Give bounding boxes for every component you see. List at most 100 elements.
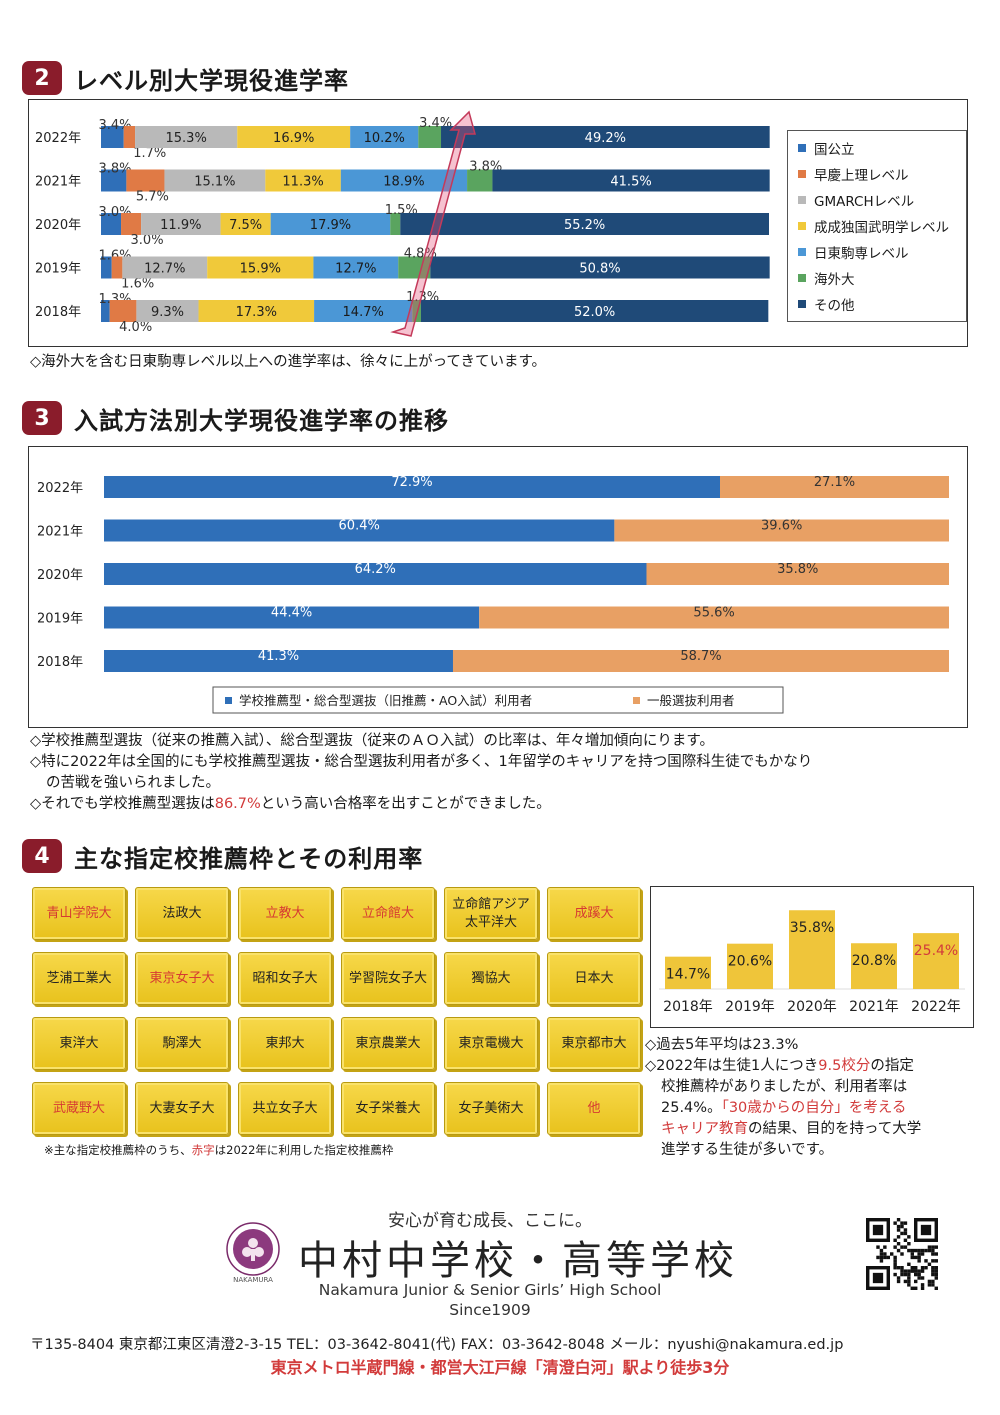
section-title: 主な指定校推薦枠とその利用率 (74, 844, 424, 873)
summary-line: ◇過去5年平均は23.3% (645, 1037, 799, 1053)
bar-value-label: 49.2% (585, 131, 626, 146)
summary-highlight: 9.5校分 (818, 1058, 871, 1074)
school-tile: 昭和女子大 (238, 952, 332, 1005)
method-stacked-bar-chart: 2022年 72.9% 27.1% 2021年 60.4% 39.6% 2020年 64.2%… (37, 475, 949, 714)
summary-text: の指定 (870, 1058, 914, 1074)
school-tile: 他 (547, 1082, 641, 1135)
bar-segment (141, 213, 221, 235)
year-label: 2022年 (37, 481, 83, 496)
year-label: 2019年 (35, 262, 81, 277)
bar-segment (111, 256, 123, 279)
section-number: 2 (22, 61, 62, 95)
bar-value-label: 12.7% (144, 262, 185, 277)
level-chart-frame: 2022年 3.4% 1.7% 15.3% 16.9% 10.2% 3.4% 49.2% 202… (28, 99, 968, 347)
school-name: 中村中学校・高等学校 (298, 1238, 738, 1284)
school-tile: 立教大 (238, 887, 332, 940)
school-tile: 共立女子大 (238, 1082, 332, 1135)
school-tile: 日本大 (547, 952, 641, 1005)
bar-segment (720, 476, 949, 498)
bar-value-label: 12.7% (335, 262, 376, 277)
summary-line: 25.4%。「30歳からの自分」を考える (645, 1098, 985, 1119)
legend-label: 成成独国武明学レベル (814, 220, 949, 236)
legend-item: 早慶上理レベル (798, 161, 966, 187)
legend-item: その他 (798, 291, 966, 317)
bar-value-label: 1.6% (121, 277, 154, 292)
logo-text: NAKAMURA (233, 1276, 273, 1284)
school-tile: 東京農業大 (341, 1017, 435, 1070)
bar-segment (122, 256, 208, 279)
section-3-header: 3 入試方法別大学現役進学率の推移 (22, 400, 449, 436)
usage-rate-chart-frame: 14.7% 2018年 20.6% 2019年 35.8% 2020年 20.8% 2021年… (650, 886, 974, 1028)
school-tile: 女子美術大 (444, 1082, 538, 1135)
bar-value-label: 55.6% (693, 606, 734, 621)
bar-value-label: 4.0% (119, 320, 152, 335)
school-tile: 武蔵野大 (32, 1082, 126, 1135)
school-logo: NAKAMURA (220, 1219, 286, 1285)
year-label: 2019年 (37, 612, 83, 627)
bar-value-label: 58.7% (680, 649, 721, 664)
bar-segment (104, 476, 721, 498)
note-text: ◇それでも学校推薦型選抜は (30, 796, 215, 812)
section-2-note: ◇海外大を含む日東駒専レベル以上への進学率は、徐々に上がってきています。 (30, 354, 547, 370)
bar-segment (126, 169, 165, 192)
section-title: レベル別大学現役進学率 (74, 66, 349, 95)
bar-value-label: 64.2% (355, 562, 396, 577)
legend-item: 成成独国武明学レベル (798, 213, 966, 239)
note-text: という高い合格率を出すことができました。 (260, 796, 551, 812)
bar-value-label: 50.8% (579, 262, 620, 277)
bar-value-label: 17.3% (236, 305, 277, 320)
school-tile: 東京女子大 (135, 952, 229, 1005)
year-label: 2020年 (787, 999, 837, 1015)
year-label: 2022年 (35, 131, 81, 146)
summary-line: キャリア教育の結果、目的を持って大学 (645, 1119, 985, 1140)
footnote-text: は2022年に利用した指定校推薦枠 (214, 1143, 394, 1157)
bar-segment (452, 650, 949, 672)
legend-item: 海外大 (798, 265, 966, 291)
bar-segment (109, 300, 137, 322)
bar-segment (420, 300, 769, 322)
bar-value-label: 44.4% (271, 606, 312, 621)
qr-code-icon (866, 1218, 938, 1290)
legend-label: GMARCHレベル (814, 194, 915, 210)
section-number: 4 (22, 839, 62, 873)
school-tile: 立命館大 (341, 887, 435, 940)
bar-segment (441, 126, 770, 148)
legend-label: 一般選抜利用者 (647, 693, 735, 708)
school-english-name: Nakamura Junior & Senior Girls’ High Sch… (318, 1281, 662, 1299)
school-tile: 女子栄養大 (341, 1082, 435, 1135)
legend-label: 学校推薦型・総合型選抜（旧推薦・AO入試）利用者 (239, 693, 532, 708)
tagline: 安心が育む成長、ここに。 (388, 1211, 592, 1231)
method-chart-legend: 学校推薦型・総合型選抜（旧推薦・AO入試）利用者 一般選抜利用者 (212, 686, 784, 714)
level-chart-legend: 国公立 早慶上理レベル GMARCHレベル 成成独国武明学レベル 日東駒専レベル 海外大そ… (787, 130, 967, 322)
bar-segment (614, 519, 949, 542)
bar-value-label: 16.9% (273, 131, 314, 146)
bar-value-label: 10.2% (364, 131, 405, 146)
bar-segment (270, 213, 391, 235)
bar-value-label: 27.1% (814, 475, 855, 490)
qr-code[interactable] (866, 1218, 938, 1290)
bar-segment (104, 563, 647, 585)
summary-text: の結果、目的を持って大学 (748, 1121, 922, 1137)
school-tile: 立命館アジア太平洋大 (444, 887, 538, 940)
bar-value-label: 15.3% (166, 131, 207, 146)
summary-line: 校推薦枠がありましたが、利用者率は (661, 1079, 908, 1095)
school-tile: 学習院女子大 (341, 952, 435, 1005)
bar-segment (104, 606, 480, 629)
bar-segment (646, 563, 949, 585)
usage-summary: ◇過去5年平均は23.3% ◇2022年は生徒1人につき9.5校分の指定 校推薦… (645, 1035, 985, 1161)
bar-value-label: 11.3% (282, 175, 323, 190)
bar-segment (479, 606, 949, 629)
legend-swatch (798, 274, 806, 282)
pass-rate-value: 86.7% (214, 796, 261, 812)
bar-segment (123, 126, 136, 148)
summary-highlight: キャリア教育 (661, 1121, 748, 1137)
usage-value-label: 25.4% (914, 943, 958, 959)
usage-value-label: 20.8% (852, 953, 896, 969)
section-2-header: 2 レベル別大学現役進学率 (22, 60, 349, 96)
usage-bar (665, 956, 711, 989)
legend-swatch (798, 300, 806, 308)
usage-bar (789, 910, 835, 989)
trend-arrow (390, 110, 476, 337)
bar-segment (104, 519, 615, 542)
